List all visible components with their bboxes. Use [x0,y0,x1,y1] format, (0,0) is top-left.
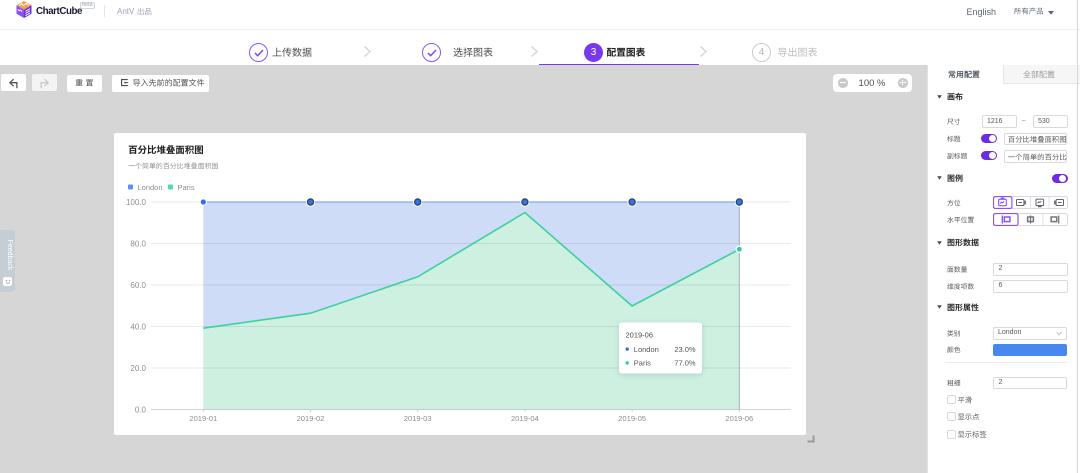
svg-text:2019-01: 2019-01 [189,413,217,422]
svg-text:40.0: 40.0 [130,322,146,331]
svg-text:20.0: 20.0 [130,363,146,372]
svg-text:Paris: Paris [634,358,651,367]
svg-text:80.0: 80.0 [130,239,146,248]
svg-text:2019-06: 2019-06 [725,413,753,422]
svg-text:23.0%: 23.0% [674,344,696,353]
svg-text:2019-05: 2019-05 [618,413,646,422]
svg-text:60.0: 60.0 [130,280,146,289]
svg-text:London: London [634,344,659,353]
svg-text:2019-02: 2019-02 [297,413,325,422]
svg-text:London: London [138,183,163,192]
svg-text:0.0: 0.0 [135,405,147,414]
svg-text:2019-04: 2019-04 [511,413,539,422]
svg-text:2019-03: 2019-03 [404,413,432,422]
svg-text:Paris: Paris [178,183,195,192]
svg-text:77.0%: 77.0% [674,358,696,367]
svg-text:2019-06: 2019-06 [626,330,654,339]
svg-text:100.0: 100.0 [126,197,147,206]
